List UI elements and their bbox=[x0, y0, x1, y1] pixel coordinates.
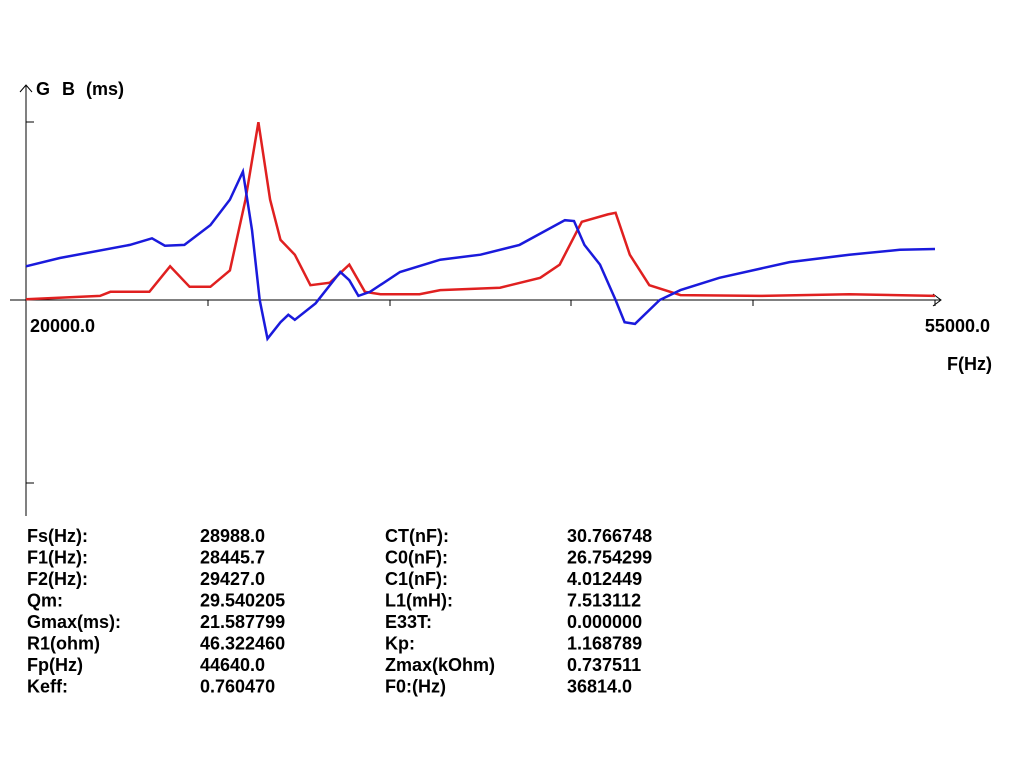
parameter-value: 28445.7 bbox=[200, 547, 265, 567]
x-axis-arrow bbox=[932, 293, 942, 307]
parameter-label: E33T: bbox=[385, 612, 432, 632]
legend-label: B bbox=[62, 79, 75, 99]
x-tick-label: 20000.0 bbox=[30, 316, 95, 336]
parameter-value: 21.587799 bbox=[200, 612, 285, 632]
parameter-label: F0:(Hz) bbox=[385, 676, 446, 696]
parameter-label: Gmax(ms): bbox=[27, 612, 121, 632]
parameter-value: 28988.0 bbox=[200, 526, 265, 546]
parameter-value: 4.012449 bbox=[567, 569, 642, 589]
x-tick-label: 55000.0 bbox=[925, 316, 990, 336]
parameter-value: 29427.0 bbox=[200, 569, 265, 589]
parameter-value: 0.760470 bbox=[200, 676, 275, 696]
parameter-value: 30.766748 bbox=[567, 526, 652, 546]
parameter-value: 7.513112 bbox=[567, 590, 641, 610]
parameter-value: 1.168789 bbox=[567, 633, 642, 653]
parameter-label: F1(Hz): bbox=[27, 547, 88, 567]
parameter-value: 0.000000 bbox=[567, 612, 642, 632]
parameter-value: 0.737511 bbox=[567, 655, 641, 675]
parameter-label: R1(ohm) bbox=[27, 633, 100, 653]
parameter-label: L1(mH): bbox=[385, 590, 453, 610]
parameter-label: Kp: bbox=[385, 633, 415, 653]
parameter-label: C0(nF): bbox=[385, 547, 448, 567]
parameter-value: 26.754299 bbox=[567, 547, 652, 567]
parameter-label: CT(nF): bbox=[385, 526, 449, 546]
parameter-value: 46.322460 bbox=[200, 633, 285, 653]
parameter-value: 44640.0 bbox=[200, 655, 265, 675]
parameter-value: 29.540205 bbox=[200, 590, 285, 610]
parameter-label: F2(Hz): bbox=[27, 569, 88, 589]
y-axis-arrow bbox=[19, 84, 33, 93]
parameter-value: 36814.0 bbox=[567, 676, 632, 696]
line-series bbox=[25, 167, 936, 342]
x-axis-label: F(Hz) bbox=[947, 354, 992, 374]
legend-label: G bbox=[36, 79, 50, 99]
parameter-label: Keff: bbox=[27, 676, 68, 696]
parameter-label: Qm: bbox=[27, 590, 63, 610]
parameter-label: Zmax(kOhm) bbox=[385, 655, 495, 675]
y-axis-label: (ms) bbox=[86, 79, 124, 99]
parameter-label: C1(nF): bbox=[385, 569, 448, 589]
parameter-label: Fs(Hz): bbox=[27, 526, 88, 546]
parameter-label: Fp(Hz) bbox=[27, 655, 83, 675]
line-series bbox=[25, 121, 936, 301]
